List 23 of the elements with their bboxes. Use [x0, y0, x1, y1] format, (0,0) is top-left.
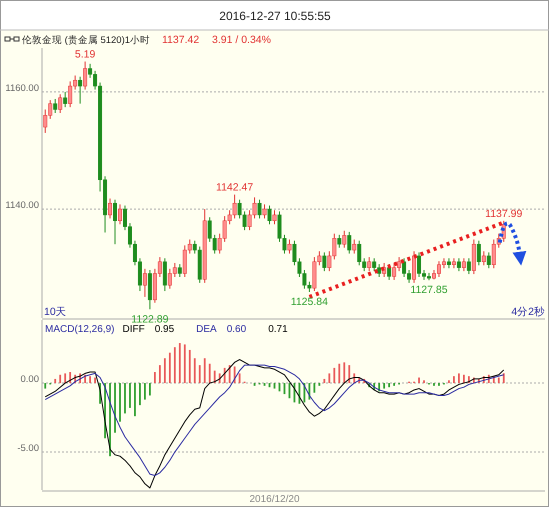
annotation: 0.95: [154, 324, 175, 335]
text: 1137.42: [162, 34, 200, 46]
text: 3.91 / 0.34%: [212, 34, 271, 46]
text: DIFF: [122, 324, 145, 335]
chart-subtitle: 伦敦金现 (贵金属 5120)1小时: [22, 34, 150, 46]
x-tick-label: 2016/12/20: [249, 494, 300, 506]
annotation: 5.19: [74, 48, 96, 61]
text: 4分2秒: [511, 306, 545, 318]
annotation: 0.71: [268, 324, 288, 335]
annotation: 1127.85: [410, 284, 448, 296]
chart-title: MACD(12,26,9): [45, 324, 114, 335]
annotation: 1125.84: [290, 296, 328, 308]
annotation: 1142.47: [216, 182, 254, 194]
chart-title: 2016-12-27 10:55:55: [219, 9, 332, 23]
text: DEA: [196, 324, 218, 335]
annotation: 1122.89: [131, 313, 169, 326]
y-tick-label: -5.00: [17, 443, 39, 454]
y-tick-label: 0.00: [20, 374, 39, 386]
y-tick-label: 1140.00: [5, 200, 39, 212]
annotation: 10天: [44, 306, 67, 318]
annotation: 1137.99: [485, 208, 523, 220]
annotation: 0.60: [226, 324, 247, 335]
y-tick-label: 1160.00: [5, 82, 39, 94]
